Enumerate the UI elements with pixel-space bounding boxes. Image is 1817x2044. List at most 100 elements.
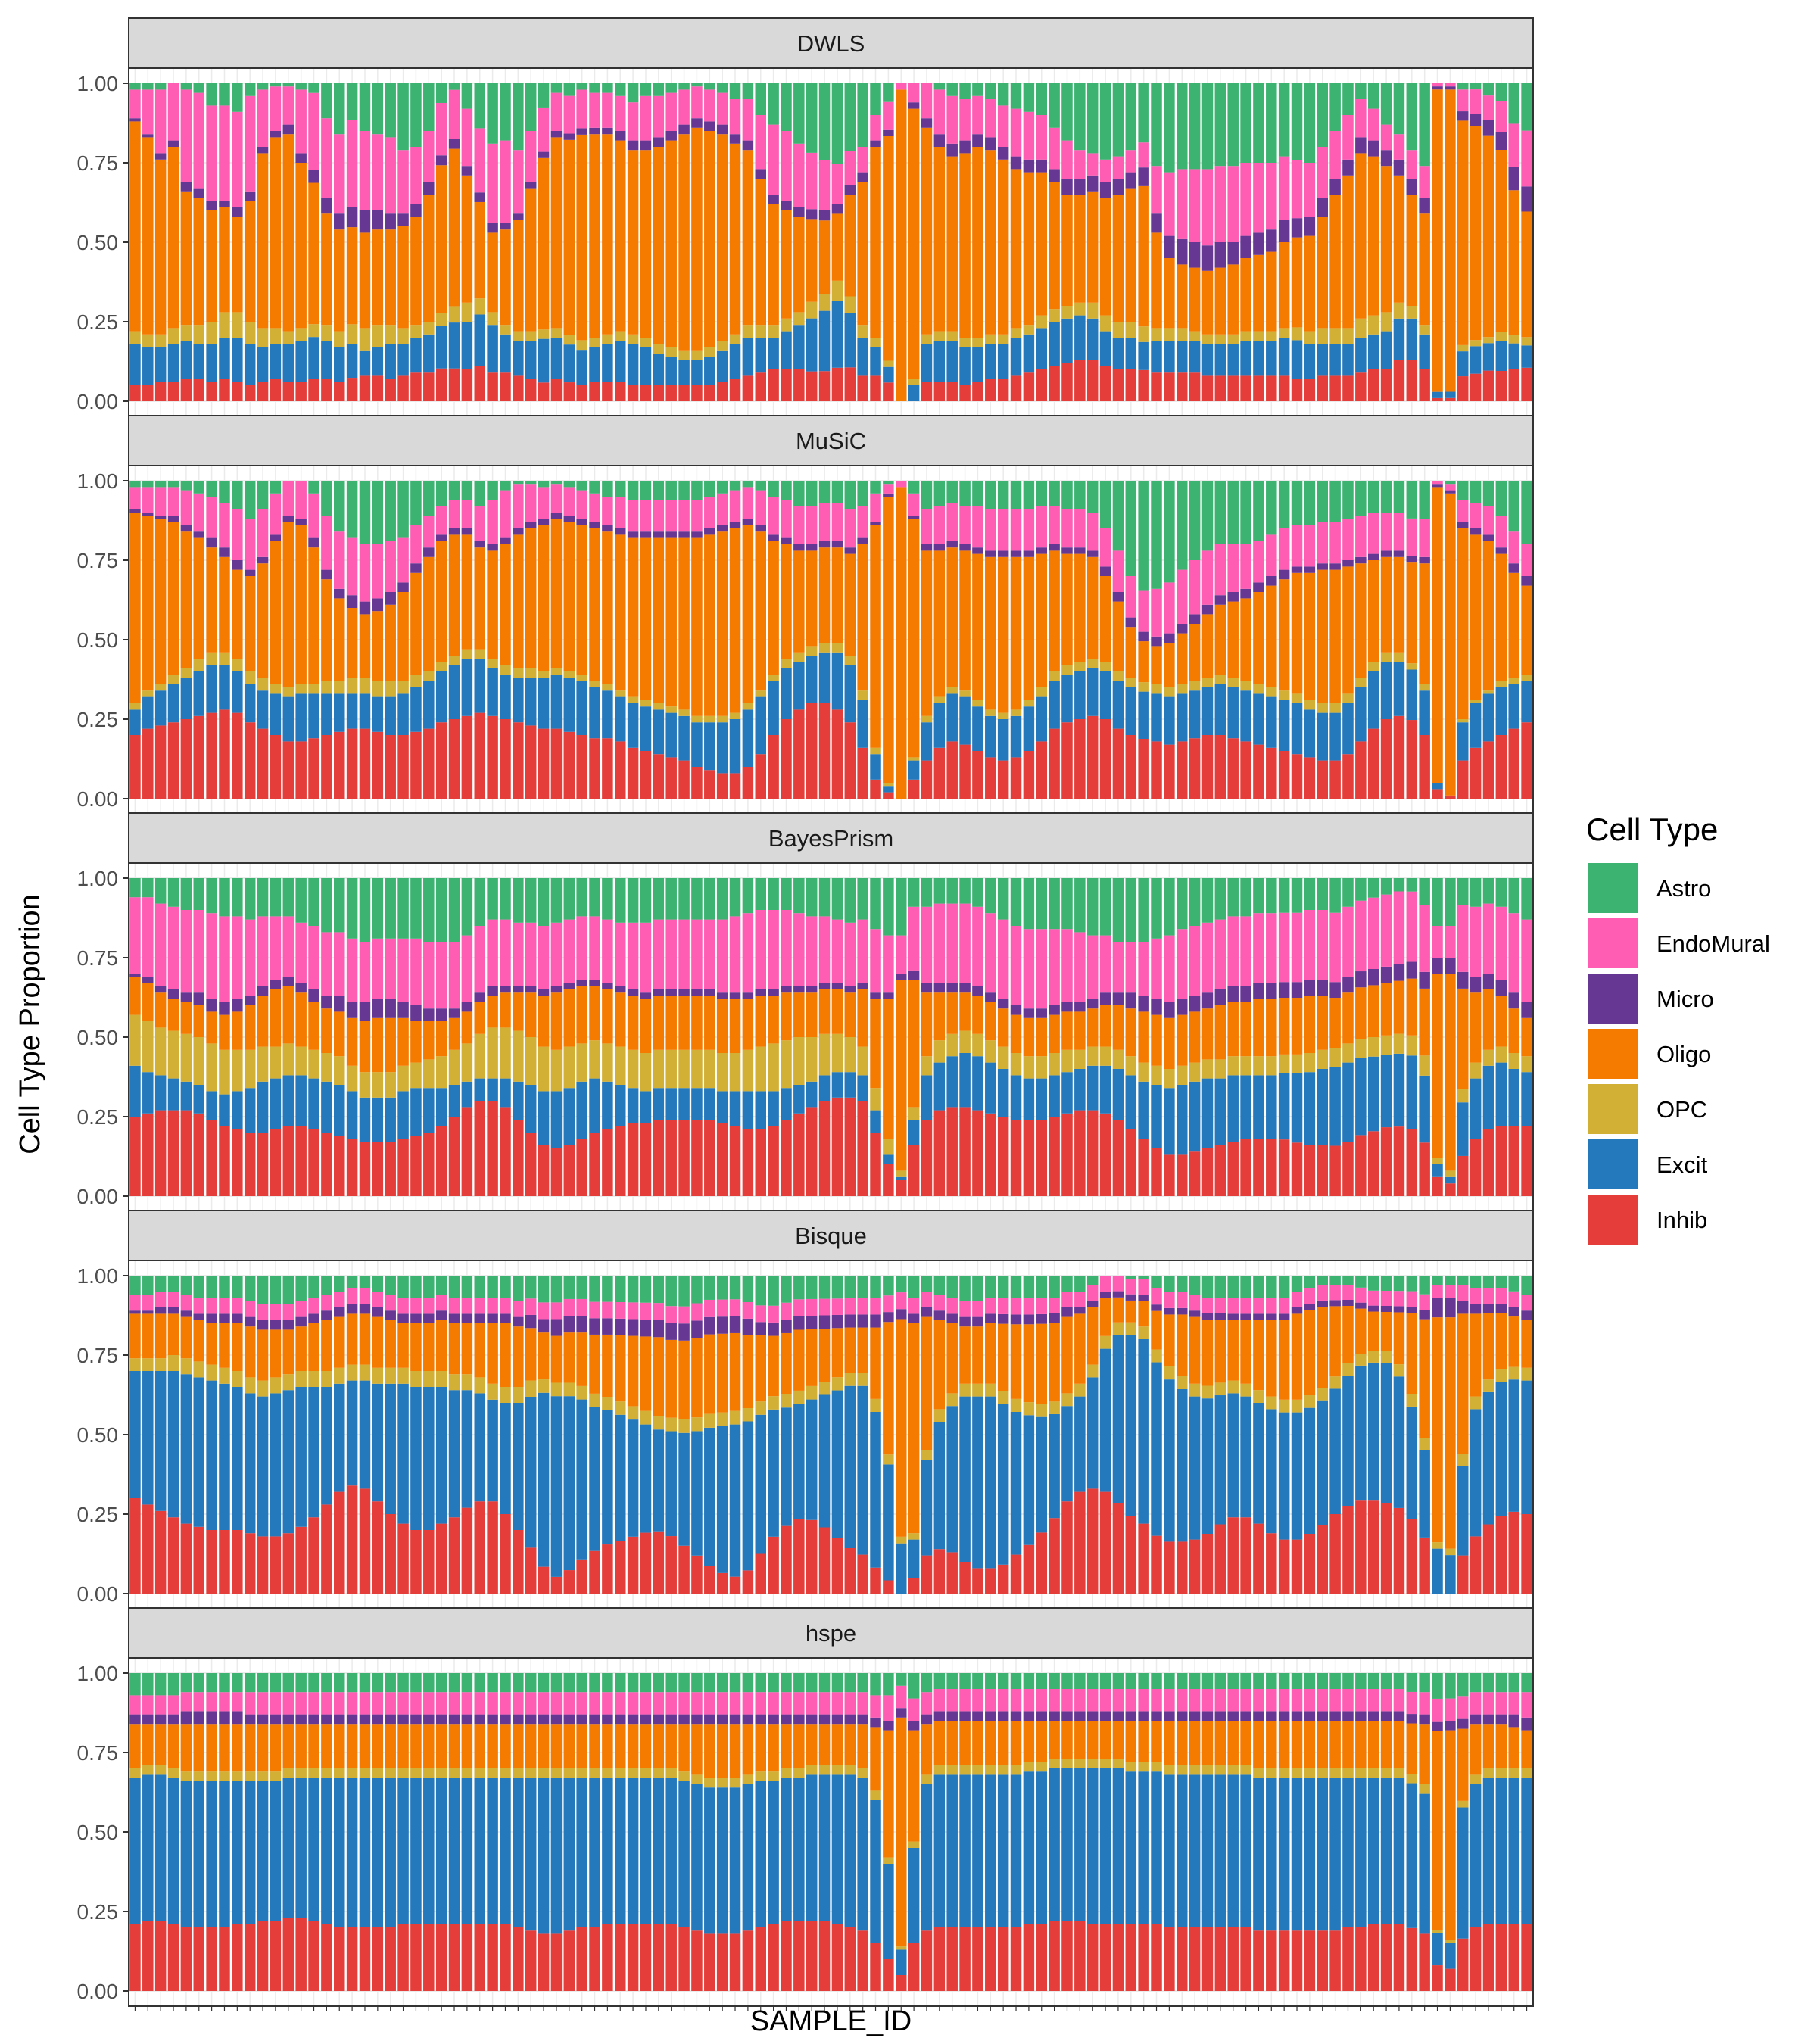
bar-segment-opc — [768, 675, 779, 681]
bar-segment-excit — [844, 665, 856, 723]
bar-segment-oligo — [1164, 643, 1175, 687]
bar-segment-inhib — [1278, 1539, 1290, 1594]
bar-segment-opc — [295, 1371, 307, 1387]
bar-segment-endomural — [1304, 163, 1316, 217]
bar-segment-excit — [678, 715, 690, 761]
bar-segment-opc — [257, 1380, 269, 1397]
bar-segment-oligo — [1304, 1721, 1316, 1768]
bar-segment-micro — [550, 513, 563, 519]
bar-segment-excit — [793, 325, 805, 369]
bar-segment-astro — [1304, 878, 1316, 910]
bar-segment-inhib — [1304, 757, 1316, 799]
bar-segment-oligo — [946, 1323, 958, 1394]
bar-segment-inhib — [1419, 735, 1430, 799]
bar-segment-inhib — [1419, 1142, 1430, 1196]
bar-segment-oligo — [563, 522, 575, 671]
bar-segment-opc — [257, 678, 269, 691]
bar-segment-micro — [1406, 1714, 1418, 1724]
bar-segment-micro — [538, 519, 550, 525]
bar-segment-oligo — [193, 1724, 205, 1772]
bar-segment-endomural — [704, 919, 715, 989]
bar-segment-excit — [1074, 1768, 1086, 1921]
bar-segment-endomural — [614, 95, 626, 131]
bar-segment-oligo — [1201, 1008, 1214, 1060]
bar-segment-endomural — [1036, 506, 1048, 548]
bar-segment-micro — [1380, 966, 1392, 983]
bar-segment-endomural — [627, 500, 639, 532]
bar-segment-astro — [691, 1673, 703, 1693]
bar-segment-micro — [1036, 1313, 1048, 1324]
bar-segment-oligo — [1367, 1311, 1379, 1351]
bar-segment-micro — [818, 210, 831, 221]
bar-segment-micro — [806, 1714, 818, 1725]
bar-segment-oligo — [1086, 1307, 1099, 1365]
bar-segment-opc — [1049, 1053, 1060, 1076]
bar-segment-inhib — [1317, 760, 1329, 799]
bar-segment-inhib — [1023, 751, 1035, 799]
bar-segment-opc — [844, 656, 856, 665]
bar-segment-micro — [410, 1005, 422, 1021]
bar-segment-excit — [653, 709, 665, 755]
bar-segment-endomural — [1342, 1689, 1354, 1712]
bar-segment-opc — [1189, 1765, 1201, 1775]
bar-segment-astro — [1508, 481, 1519, 532]
bar-segment-micro — [627, 140, 639, 151]
bar-segment-inhib — [1317, 1525, 1329, 1594]
bar-segment-inhib — [1036, 1120, 1048, 1196]
bar-segment-excit — [640, 1424, 652, 1533]
bar-segment-excit — [513, 1403, 524, 1530]
bar-segment-excit — [295, 1778, 307, 1918]
bar-segment-oligo — [602, 134, 613, 335]
bar-segment-excit — [908, 760, 920, 780]
bar-segment-astro — [154, 83, 167, 90]
bar-segment-oligo — [1266, 1320, 1277, 1397]
bar-segment-endomural — [461, 1298, 473, 1314]
bar-segment-endomural — [1521, 130, 1532, 187]
bar-segment-oligo — [550, 137, 563, 329]
bar-segment-opc — [474, 298, 486, 315]
bar-segment-opc — [244, 1049, 256, 1089]
bar-segment-inhib — [640, 751, 652, 799]
bar-segment-opc — [691, 715, 703, 723]
bar-segment-endomural — [985, 509, 996, 551]
bar-segment-micro — [1023, 550, 1035, 557]
bar-segment-opc — [1367, 1351, 1379, 1363]
bar-segment-endomural — [1176, 929, 1188, 999]
bar-segment-inhib — [563, 1930, 575, 1991]
bar-segment-excit — [614, 1085, 626, 1126]
bar-segment-opc — [372, 681, 384, 697]
bar-segment-oligo — [525, 1328, 537, 1381]
bar-segment-opc — [385, 681, 396, 697]
bar-segment-micro — [397, 1714, 409, 1725]
bar-segment-inhib — [500, 719, 511, 799]
bar-segment-oligo — [818, 547, 831, 643]
bar-segment-endomural — [1342, 906, 1354, 977]
bar-segment-micro — [627, 531, 639, 538]
bar-segment-oligo — [1469, 1313, 1482, 1397]
bar-segment-inhib — [244, 385, 256, 401]
bar-segment-opc — [818, 1382, 831, 1395]
bar-segment-opc — [1138, 326, 1149, 342]
bar-segment-inhib — [1469, 1536, 1482, 1594]
bar-segment-inhib — [742, 1930, 754, 1991]
bar-segment-oligo — [1432, 1317, 1443, 1543]
bar-segment-opc — [1049, 1759, 1060, 1768]
bar-segment-opc — [513, 1030, 524, 1082]
bar-segment-micro — [487, 986, 498, 996]
bar-segment-oligo — [1253, 1721, 1264, 1768]
bar-segment-micro — [1266, 1711, 1277, 1721]
bar-segment-inhib — [806, 1921, 818, 1991]
bar-segment-opc — [282, 1043, 295, 1076]
bar-segment-excit — [1304, 1407, 1316, 1534]
bar-segment-micro — [435, 1714, 447, 1725]
bar-segment-inhib — [997, 1564, 1009, 1594]
bar-segment-astro — [1406, 878, 1418, 892]
bar-segment-excit — [142, 1371, 154, 1505]
bar-segment-endomural — [1393, 891, 1405, 964]
bar-segment-opc — [1036, 687, 1048, 697]
bar-segment-oligo — [653, 1724, 665, 1768]
bar-segment-micro — [716, 1714, 728, 1725]
bar-segment-astro — [908, 1673, 920, 1699]
bar-segment-excit — [1049, 322, 1060, 366]
bar-segment-astro — [1393, 1276, 1405, 1292]
